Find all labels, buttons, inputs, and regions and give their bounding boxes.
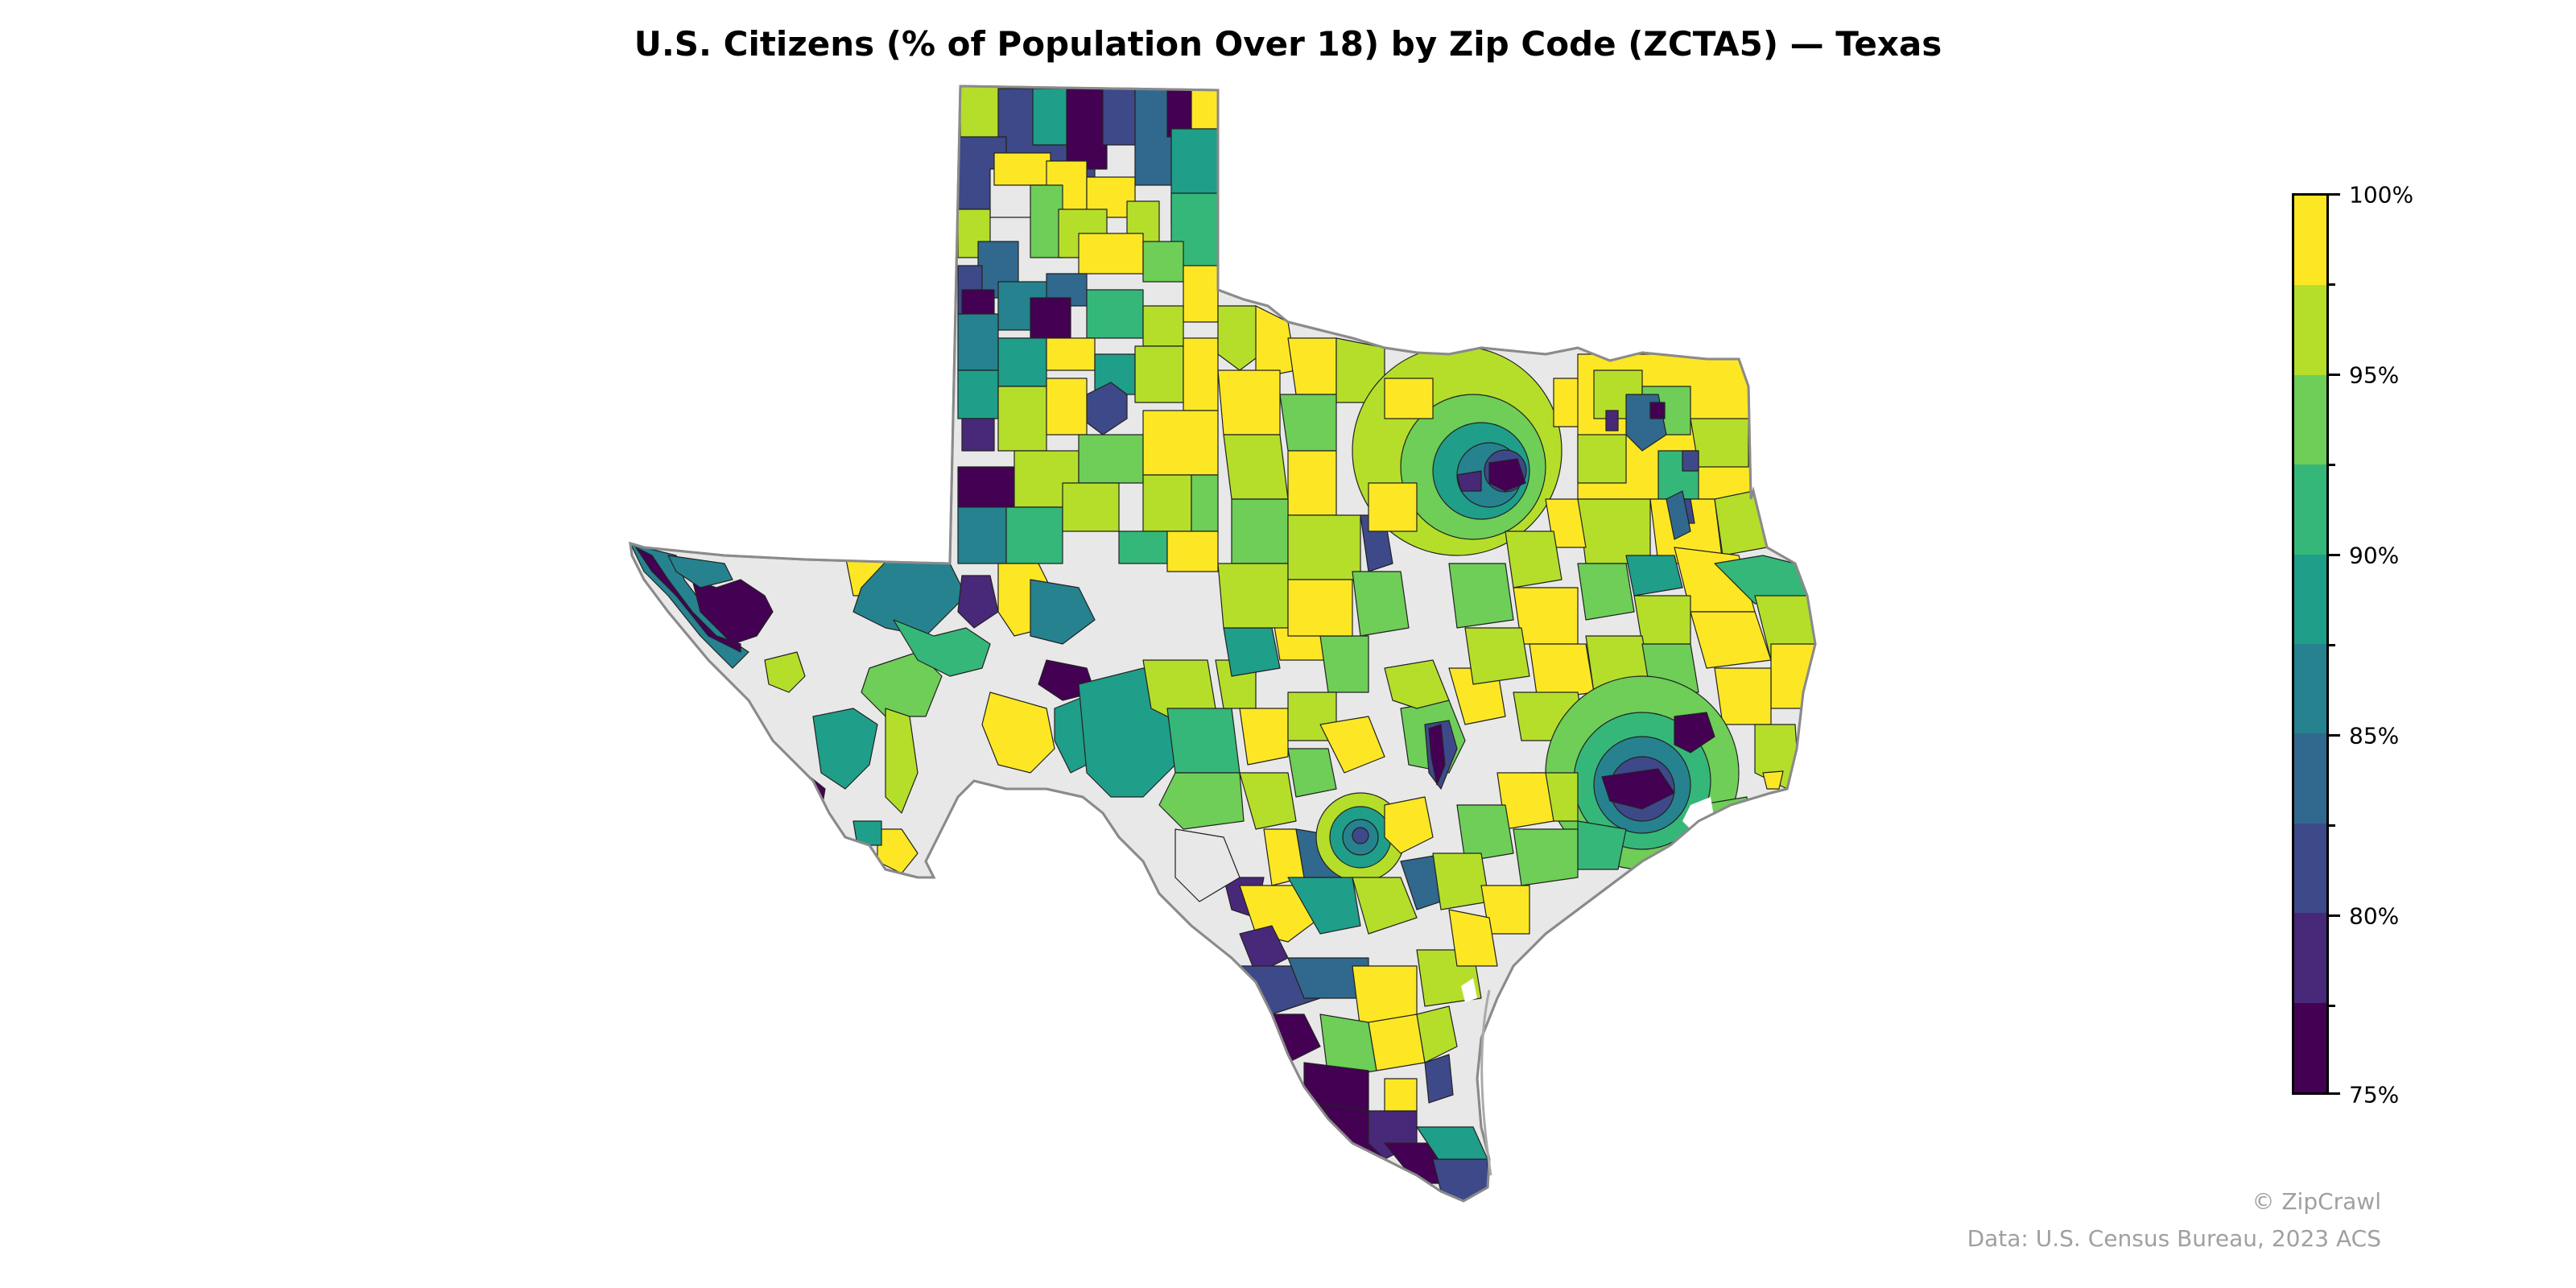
data-source-credit: Data: U.S. Census Bureau, 2023 ACS [1967,1225,2381,1252]
colorbar-tick [2329,374,2340,376]
colorbar-label-100: 100% [2349,181,2414,208]
colorbar-label-90: 90% [2349,542,2400,569]
colorbar-tick [2329,193,2340,196]
colorbar-bin [2294,913,2326,1003]
colorbar-tick [2329,914,2340,917]
colorbar [2292,193,2329,1095]
map-title: U.S. Citizens (% of Population Over 18) … [634,24,1942,64]
colorbar-bin [2294,644,2326,734]
colorbar-minor-tick [2329,644,2335,646]
colorbar-label-85: 85% [2349,722,2400,749]
colorbar-label-95: 95% [2349,361,2400,389]
colorbar-bin [2294,196,2326,286]
colorbar-minor-tick [2329,283,2335,286]
colorbar-bin [2294,554,2326,645]
colorbar-bin [2294,1002,2326,1093]
colorbar-tick [2329,734,2340,737]
colorbar-label-75: 75% [2349,1081,2400,1108]
copyright-credit: © ZipCrawl [2252,1188,2381,1215]
colorbar-bin [2294,285,2326,375]
colorbar-label-80: 80% [2349,902,2400,930]
colorbar-bin [2294,823,2326,914]
colorbar-bin [2294,733,2326,824]
colorbar-tick [2329,1092,2340,1095]
colorbar-bin [2294,374,2326,465]
colorbar-bin [2294,464,2326,555]
colorbar-minor-tick [2329,824,2335,827]
colorbar-tick [2329,554,2340,556]
colorbar-minor-tick [2329,1005,2335,1007]
colorbar-minor-tick [2329,464,2335,466]
